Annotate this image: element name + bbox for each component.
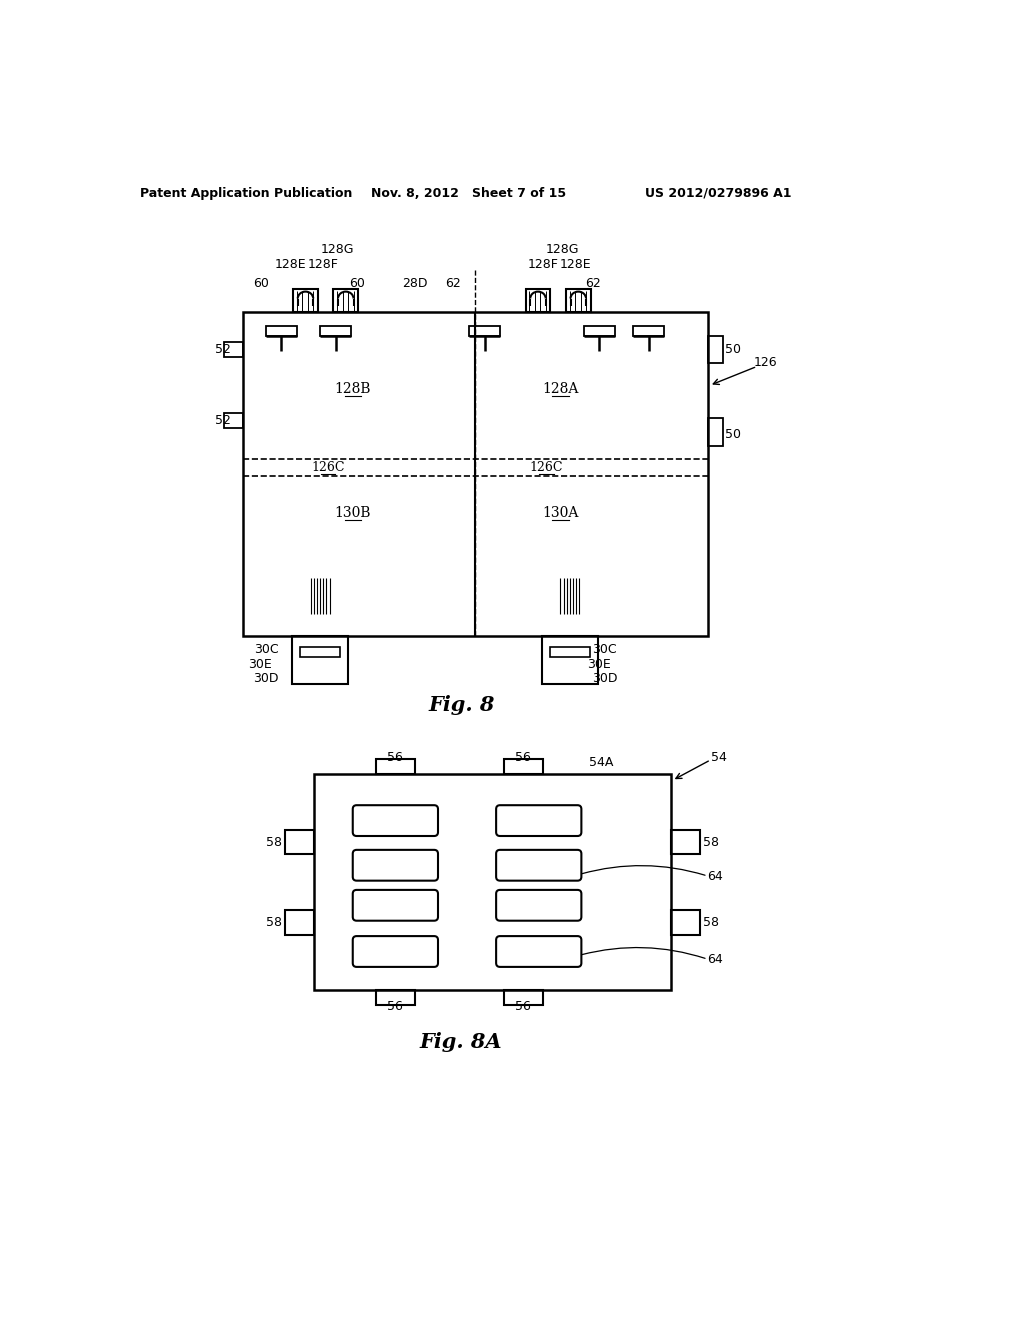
Text: 58: 58 xyxy=(702,916,719,929)
Text: 126: 126 xyxy=(754,356,777,370)
Bar xyxy=(285,830,314,854)
Text: US 2012/0279896 A1: US 2012/0279896 A1 xyxy=(645,186,792,199)
Bar xyxy=(243,313,708,636)
Text: Fig. 8A: Fig. 8A xyxy=(420,1032,503,1052)
Bar xyxy=(300,647,340,657)
Text: 50: 50 xyxy=(725,343,740,356)
Text: 128E: 128E xyxy=(274,259,306,271)
Bar xyxy=(266,326,297,335)
Bar xyxy=(633,326,665,335)
Bar xyxy=(671,909,700,935)
Text: 54: 54 xyxy=(711,751,726,764)
FancyBboxPatch shape xyxy=(352,805,438,836)
Bar xyxy=(314,775,671,990)
Text: 126C: 126C xyxy=(311,462,345,474)
Bar xyxy=(525,289,550,313)
Text: 64: 64 xyxy=(708,953,723,966)
Text: 56: 56 xyxy=(515,751,531,764)
Text: 128A: 128A xyxy=(543,383,579,396)
Bar xyxy=(584,326,614,335)
Text: 56: 56 xyxy=(387,1001,403,1014)
Text: 128B: 128B xyxy=(335,383,371,396)
Text: 62: 62 xyxy=(445,277,462,289)
Bar xyxy=(376,990,415,1006)
FancyBboxPatch shape xyxy=(496,890,582,921)
Text: 30E: 30E xyxy=(588,657,611,671)
Text: 58: 58 xyxy=(702,836,719,849)
Text: 130B: 130B xyxy=(335,506,371,520)
Text: 64: 64 xyxy=(708,870,723,883)
Bar xyxy=(293,289,317,313)
Text: 128G: 128G xyxy=(545,243,579,256)
Bar xyxy=(550,647,590,657)
Bar xyxy=(504,759,543,775)
Text: 30C: 30C xyxy=(592,643,616,656)
Text: 30E: 30E xyxy=(248,657,271,671)
Text: 58: 58 xyxy=(265,836,282,849)
Bar xyxy=(376,759,415,775)
Text: 60: 60 xyxy=(253,277,269,290)
Bar xyxy=(566,289,591,313)
FancyBboxPatch shape xyxy=(352,890,438,921)
Text: 56: 56 xyxy=(515,1001,531,1014)
Bar xyxy=(708,418,723,446)
FancyBboxPatch shape xyxy=(496,936,582,966)
Text: 130A: 130A xyxy=(543,506,579,520)
Text: 50: 50 xyxy=(725,428,740,441)
Text: 30D: 30D xyxy=(253,672,279,685)
Text: 128E: 128E xyxy=(560,259,592,271)
Text: 30D: 30D xyxy=(592,672,617,685)
Text: 126C: 126C xyxy=(529,462,563,474)
Bar xyxy=(292,636,348,684)
Text: 62: 62 xyxy=(585,277,601,289)
FancyBboxPatch shape xyxy=(352,936,438,966)
Text: Patent Application Publication: Patent Application Publication xyxy=(139,186,352,199)
Text: Nov. 8, 2012   Sheet 7 of 15: Nov. 8, 2012 Sheet 7 of 15 xyxy=(372,186,566,199)
Text: 56: 56 xyxy=(387,751,403,764)
Text: 128G: 128G xyxy=(321,243,354,256)
FancyBboxPatch shape xyxy=(496,850,582,880)
Text: 128F: 128F xyxy=(308,259,339,271)
Bar xyxy=(542,636,598,684)
Bar xyxy=(334,289,358,313)
Bar xyxy=(321,326,351,335)
Text: 54A: 54A xyxy=(589,755,613,768)
Text: 30C: 30C xyxy=(254,643,279,656)
Bar xyxy=(224,413,243,428)
Bar xyxy=(285,909,314,935)
Bar xyxy=(469,326,500,335)
Text: 58: 58 xyxy=(265,916,282,929)
Bar xyxy=(708,335,723,363)
Text: 52: 52 xyxy=(215,343,230,356)
FancyBboxPatch shape xyxy=(496,805,582,836)
Text: 28D: 28D xyxy=(402,277,427,289)
Text: Fig. 8: Fig. 8 xyxy=(428,696,495,715)
Bar xyxy=(671,830,700,854)
Bar xyxy=(504,990,543,1006)
FancyBboxPatch shape xyxy=(352,850,438,880)
Text: 60: 60 xyxy=(349,277,366,290)
Text: 52: 52 xyxy=(215,413,230,426)
Bar xyxy=(224,342,243,358)
Text: 128F: 128F xyxy=(527,259,558,271)
